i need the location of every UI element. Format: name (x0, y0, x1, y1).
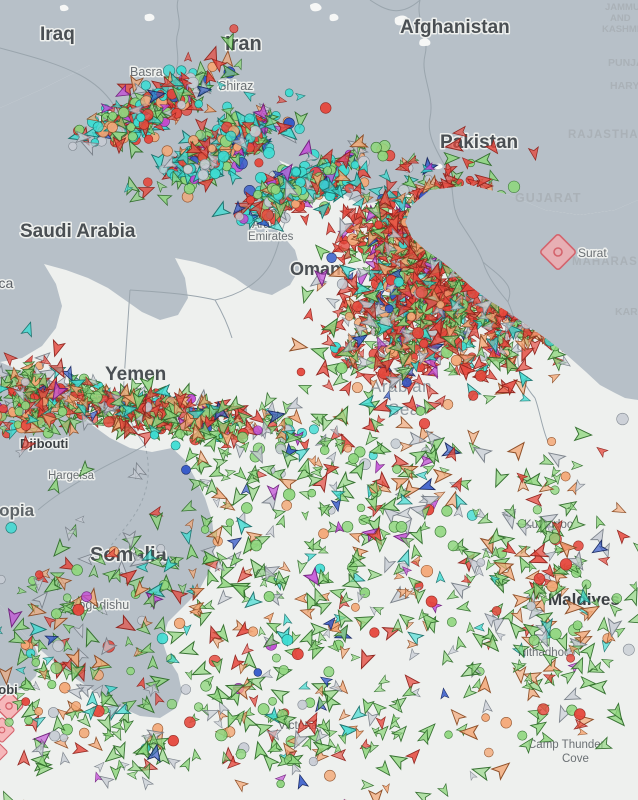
svg-text:Surat: Surat (578, 246, 607, 260)
svg-text:KARNAT: KARNAT (615, 306, 638, 318)
